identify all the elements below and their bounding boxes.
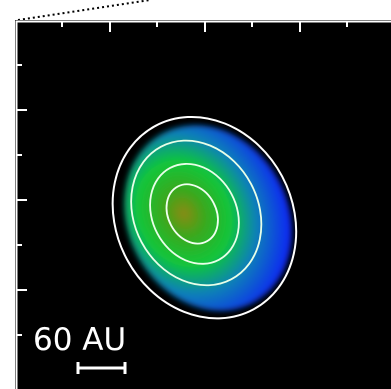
- contour: [165, 183, 219, 245]
- panel-frame: [15, 20, 391, 389]
- tick-marks: [17, 22, 348, 336]
- emission: [111, 115, 298, 320]
- contour: [111, 115, 298, 320]
- scale-bar: [76, 362, 127, 374]
- dotted-line: [17, 0, 151, 21]
- contour: [149, 162, 240, 265]
- scale-label: 60 AU: [33, 322, 126, 358]
- contour: [130, 139, 263, 287]
